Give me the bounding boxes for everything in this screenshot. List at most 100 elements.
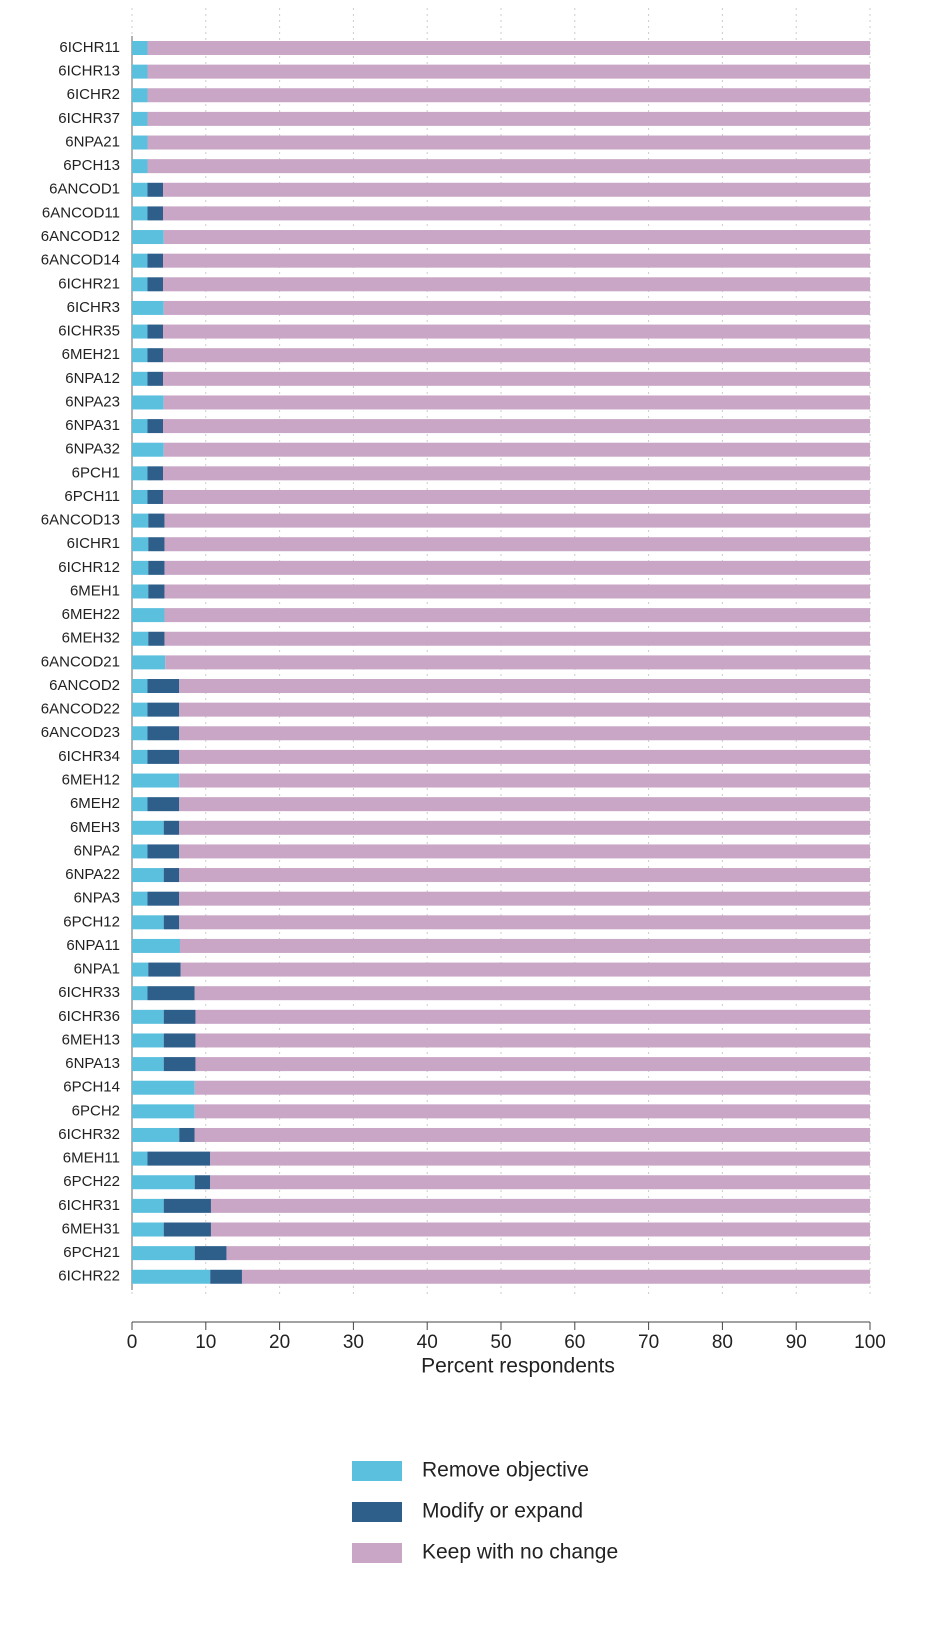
x-tick-label: 30 [343,1332,364,1353]
bar-segment [132,631,149,646]
bar-segment [147,702,180,717]
bar-segment [147,348,163,363]
bar-segment [147,466,163,481]
y-tick-label: 6MEH11 [63,1150,120,1167]
bar-segment [132,371,148,386]
y-tick-label: 6MEH1 [70,582,120,599]
y-tick-label: 6ICHR3 [67,299,120,316]
bar-segment [132,726,148,741]
bar-segment [132,64,148,79]
y-tick-label: 6NPA23 [65,393,120,410]
bar-segment [162,348,871,363]
bar-segment [132,797,148,812]
bar-segment [165,655,870,670]
bar-segment [148,537,165,552]
y-tick-label: 6ANCOD23 [41,724,120,741]
bar-segment [132,324,148,339]
bar-segment [195,1033,870,1048]
bar-segment [147,135,871,150]
bar-segment [147,111,871,126]
bar-segment [147,679,180,694]
y-tick-label: 6ANCOD11 [42,204,120,221]
bar-segment [179,749,870,764]
x-tick-label: 70 [638,1332,659,1353]
bar-segment [147,726,180,741]
bar-segment [132,868,164,883]
bar-segment [147,88,871,103]
y-tick-label: 6ICHR12 [58,559,120,576]
bar-segment [179,915,870,930]
bar-segment [132,537,149,552]
y-tick-label: 6MEH3 [70,819,120,836]
bar-segment [179,679,870,694]
bar-segment [132,986,148,1001]
bar-segment [194,1080,871,1095]
bar-segment [226,1246,871,1261]
bar-segment [195,1057,870,1072]
bar-segment [241,1269,870,1284]
bar-segment [163,1009,196,1024]
y-tick-label: 6ICHR34 [58,748,120,765]
bar-segment [132,111,148,126]
y-tick-label: 6ICHR36 [58,1008,120,1025]
bar-segment [147,41,871,55]
x-tick-label: 60 [564,1332,585,1353]
bar-segment [147,844,180,859]
bar-segment [132,1009,164,1024]
bar-segment [163,230,870,245]
bar-segment [163,1198,211,1213]
y-tick-label: 6ICHR22 [58,1268,120,1285]
y-tick-label: 6PCH12 [63,913,120,930]
bar-segment [132,182,148,197]
y-tick-label: 6MEH22 [62,606,120,623]
x-tick-label: 100 [854,1332,886,1353]
y-tick-label: 6PCH13 [63,157,120,174]
y-tick-label: 6PCH11 [64,488,120,505]
bar-segment [179,844,870,859]
y-tick-label: 6PCH22 [63,1173,120,1190]
bar-segment [162,206,871,221]
x-tick-label: 50 [490,1332,511,1353]
bar-segment [147,797,180,812]
y-tick-label: 6PCH21 [63,1244,120,1261]
bar-segment [163,915,180,930]
y-tick-label: 6ICHR13 [58,63,120,80]
y-tick-label: 6ANCOD14 [41,252,120,269]
bar-segment [132,749,148,764]
bar-segment [147,64,871,79]
bar-segment [148,631,165,646]
bar-segment [163,395,870,410]
bar-segment [147,324,163,339]
bar-segment [132,419,148,434]
x-tick-label: 0 [127,1332,138,1353]
bar-segment [147,159,871,174]
bar-segment [163,1222,211,1237]
bar-segment [132,230,164,245]
bar-segment [132,608,165,623]
y-tick-label: 6ICHR2 [67,86,120,103]
bar-segment [164,584,871,599]
bar-segment [194,1246,227,1261]
bar-segment [132,1198,164,1213]
bar-segment [132,300,164,315]
y-tick-label: 6NPA32 [65,441,120,458]
bar-segment [162,371,871,386]
bar-segment [164,631,871,646]
y-tick-label: 6PCH14 [63,1079,120,1096]
bar-segment [179,773,870,788]
bar-segment [162,419,871,434]
x-tick-label: 90 [786,1332,807,1353]
bar-segment [132,1080,195,1095]
legend-swatch [352,1543,402,1563]
bar-segment [132,1127,180,1142]
bar-segment [132,844,148,859]
bar-segment [148,584,165,599]
x-tick-label: 20 [269,1332,290,1353]
bar-segment [147,891,180,906]
y-tick-label: 6NPA13 [65,1055,120,1072]
legend-swatch [352,1461,402,1481]
bar-segment [148,513,165,528]
bar-segment [132,395,164,410]
y-tick-label: 6NPA31 [65,417,120,434]
legend-swatch [352,1502,402,1522]
